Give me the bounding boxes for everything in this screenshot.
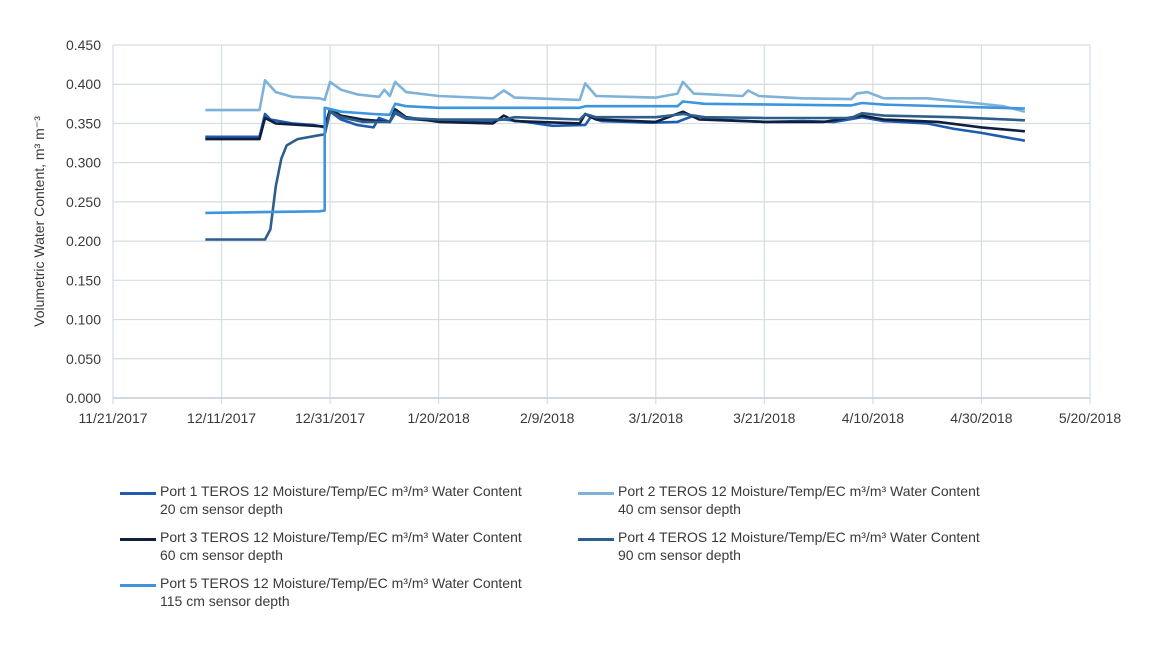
legend-swatch-port-1 (120, 492, 156, 495)
line-chart: 0.000 0.050 0.100 0.150 0.200 0.250 0.300 0.350… (31, 37, 1121, 426)
x-tick-label: 4/30/2018 (950, 410, 1012, 426)
legend-label-port-5: Port 5 TEROS 12 Moisture/Temp/EC m³/m³ W… (160, 575, 522, 591)
gridlines (112, 44, 1091, 404)
y-tick-label: 0.350 (66, 115, 101, 131)
series-line-port-3 (205, 108, 1026, 141)
legend-swatch-port-3 (120, 538, 156, 541)
data-series (205, 79, 1026, 241)
legend-sublabel-port-5: 115 cm sensor depth (160, 593, 290, 609)
legend-sublabel-port-1: 20 cm sensor depth (160, 501, 283, 517)
legend-sublabel-port-4: 90 cm sensor depth (618, 547, 741, 563)
legend-swatch-port-5 (120, 584, 156, 587)
x-tick-label: 12/11/2017 (187, 410, 256, 426)
y-tick-label: 0.200 (66, 233, 101, 249)
legend-item-port-4: Port 4 TEROS 12 Moisture/Temp/EC m³/m³ W… (578, 528, 1038, 564)
series-line-port-5 (205, 100, 1025, 215)
legend-swatch-port-2 (578, 492, 614, 495)
legend-swatch-port-4 (578, 538, 614, 541)
y-tick-label: 0.150 (66, 272, 101, 288)
y-axis-title: Volumetric Water Content, m³ m⁻³ (31, 116, 47, 327)
legend-label-port-2: Port 2 TEROS 12 Moisture/Temp/EC m³/m³ W… (618, 483, 980, 499)
x-tick-label: 5/20/2018 (1059, 410, 1121, 426)
legend-item-port-5: Port 5 TEROS 12 Moisture/Temp/EC m³/m³ W… (120, 574, 580, 610)
legend-label-port-3: Port 3 TEROS 12 Moisture/Temp/EC m³/m³ W… (160, 529, 522, 545)
x-tick-labels: 11/21/2017 12/11/2017 12/31/2017 1/20/2018 2… (78, 410, 1121, 426)
legend-sublabel-port-3: 60 cm sensor depth (160, 547, 283, 563)
x-tick-label: 2/9/2018 (520, 410, 575, 426)
legend-item-port-1: Port 1 TEROS 12 Moisture/Temp/EC m³/m³ W… (120, 482, 580, 518)
y-tick-label: 0.400 (66, 76, 101, 92)
x-tick-label: 12/31/2017 (295, 410, 365, 426)
x-tick-label: 3/1/2018 (629, 410, 684, 426)
legend-sublabel-port-2: 40 cm sensor depth (618, 501, 741, 517)
legend-label-port-4: Port 4 TEROS 12 Moisture/Temp/EC m³/m³ W… (618, 529, 980, 545)
y-tick-label: 0.450 (66, 37, 101, 53)
y-tick-labels: 0.000 0.050 0.100 0.150 0.200 0.250 0.300 0.350… (66, 37, 101, 406)
legend-label-port-1: Port 1 TEROS 12 Moisture/Temp/EC m³/m³ W… (160, 483, 522, 499)
y-tick-label: 0.300 (66, 155, 101, 171)
y-tick-label: 0.250 (66, 194, 101, 210)
x-tick-label: 4/10/2018 (842, 410, 904, 426)
legend-item-port-2: Port 2 TEROS 12 Moisture/Temp/EC m³/m³ W… (578, 482, 1038, 518)
x-tick-label: 3/21/2018 (733, 410, 795, 426)
y-tick-label: 0.100 (66, 312, 101, 328)
x-tick-label: 11/21/2017 (78, 410, 147, 426)
x-tick-label: 1/20/2018 (408, 410, 470, 426)
legend-item-port-3: Port 3 TEROS 12 Moisture/Temp/EC m³/m³ W… (120, 528, 580, 564)
series-line-port-2 (205, 79, 1026, 113)
y-tick-label: 0.000 (66, 390, 101, 406)
y-tick-label: 0.050 (66, 351, 101, 367)
series-line-port-4 (205, 110, 1025, 241)
